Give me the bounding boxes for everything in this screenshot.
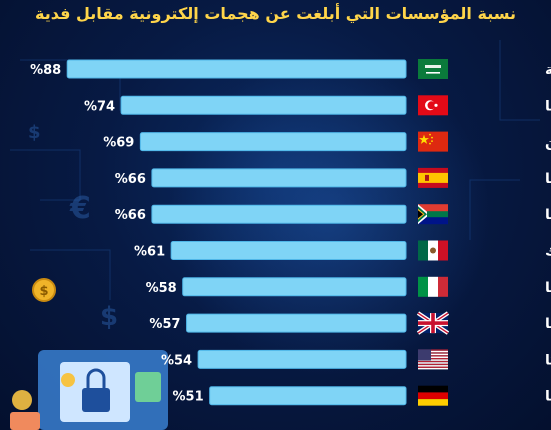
saudi-flag-icon: [418, 59, 448, 79]
value-label: %58: [146, 281, 177, 296]
germany-flag-icon: [418, 385, 448, 406]
category-label: تركيا: [545, 98, 551, 114]
bar: [151, 168, 407, 188]
category-label: إيطاليا: [545, 280, 551, 296]
bar-row: %54 أمريكا: [161, 349, 551, 370]
bar-row: %51 ألمانيا: [173, 385, 551, 406]
category-label: الصين: [545, 135, 551, 151]
value-label: %88: [30, 63, 61, 78]
value-label: %74: [84, 99, 115, 114]
bar-row: %61 المكسيك: [134, 240, 551, 261]
bar: [151, 204, 407, 224]
value-label: %66: [115, 208, 146, 223]
bar-row: %57 بريطانيا: [149, 311, 551, 335]
bar: [120, 95, 407, 115]
value-label: %61: [134, 245, 165, 260]
bar-row: %66 ج.أفريقيا: [115, 204, 551, 225]
value-label: %51: [173, 390, 204, 405]
euro-icon: €: [69, 191, 91, 226]
value-label: %69: [103, 136, 134, 151]
uk-flag-icon: [416, 311, 450, 335]
value-label: %54: [161, 353, 192, 368]
svg-text:$: $: [39, 284, 48, 299]
security-illustration: [10, 350, 168, 430]
south-africa-flag-icon: [418, 204, 448, 225]
bar-row: %74 تركيا: [84, 95, 551, 116]
mexico-flag-icon: [418, 240, 448, 261]
gold-coin-icon: $: [32, 278, 56, 302]
category-label: السعودية: [545, 62, 551, 78]
value-label: %57: [149, 317, 180, 332]
bar-row: %69 الصين: [103, 131, 551, 152]
chart-title: نسبة المؤسسات التي أبلغت عن هجمات إلكترو…: [34, 4, 517, 23]
italy-flag-icon: [418, 276, 448, 297]
bar-row: %66 إسبانيا: [115, 167, 551, 188]
category-label: ج.أفريقيا: [545, 205, 551, 223]
bar: [170, 241, 407, 260]
bar: [209, 386, 407, 406]
category-label: إسبانيا: [545, 171, 551, 187]
dollar-small-icon: $: [28, 122, 41, 143]
bar: [139, 132, 407, 152]
china-flag-icon: [418, 131, 448, 152]
bar-row: %88 السعودية: [30, 59, 551, 79]
category-label: ألمانيا: [545, 387, 551, 405]
category-label: بريطانيا: [545, 316, 551, 332]
value-label: %66: [115, 172, 146, 187]
spain-flag-icon: [418, 167, 448, 188]
bar: [182, 277, 407, 297]
dollar-icon: $: [100, 302, 118, 332]
category-label: أمريكا: [545, 350, 551, 368]
bar: [66, 59, 407, 79]
bar: [197, 349, 407, 369]
turkey-flag-icon: [418, 95, 448, 116]
usa-flag-icon: [418, 349, 448, 370]
bar: [186, 313, 407, 333]
bar-row: %58 إيطاليا: [146, 276, 551, 297]
category-label: المكسيك: [545, 244, 551, 260]
